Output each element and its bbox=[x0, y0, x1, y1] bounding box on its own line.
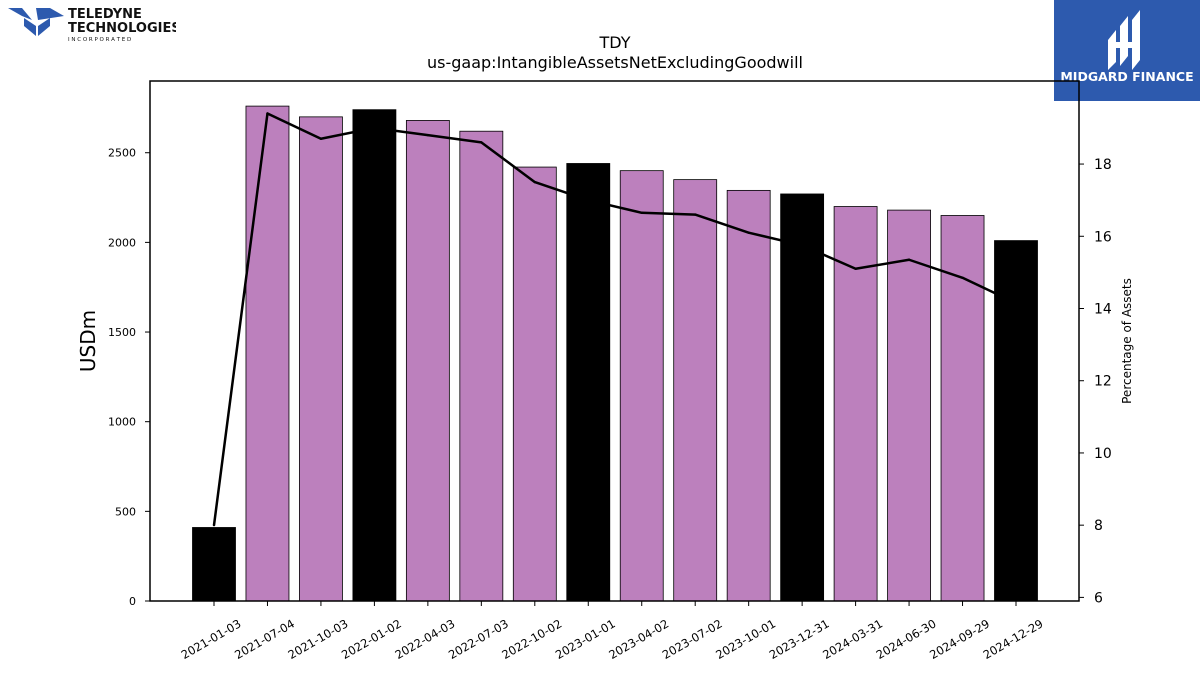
x-tick-label-2021-01-03: 2021-01-03 bbox=[179, 616, 244, 662]
line-point-2023-07-02 bbox=[694, 213, 697, 216]
line-point-2024-12-29 bbox=[1014, 301, 1018, 305]
plot-frame bbox=[149, 80, 1080, 602]
chart-subtitle: us-gaap:IntangibleAssetsNetExcludingGood… bbox=[427, 53, 803, 72]
bar-2021-01-03 bbox=[192, 527, 236, 602]
bar-2022-01-02 bbox=[352, 109, 397, 602]
x-tick-label-2022-10-02: 2022-10-02 bbox=[499, 616, 564, 662]
logo-line3: I N C O R P O R A T E D bbox=[68, 37, 131, 43]
line-point-2022-07-03 bbox=[480, 141, 483, 144]
left-axis: 0 500 1000 1500 2000 2500 bbox=[108, 147, 150, 608]
line-point-2024-06-30 bbox=[907, 258, 911, 261]
bars-group bbox=[192, 105, 1038, 602]
line-layer bbox=[212, 112, 1018, 527]
bar-2022-04-03 bbox=[405, 120, 450, 602]
line-point-2022-10-02 bbox=[533, 180, 536, 184]
bar-2024-06-30 bbox=[887, 209, 931, 602]
x-tick-label-2023-01-01: 2023-01-01 bbox=[553, 616, 618, 662]
y-tick-label-0: 0 bbox=[129, 595, 136, 608]
line-point-2021-10-03 bbox=[319, 137, 323, 140]
teledyne-logo-mark: TELEDYNE TECHNOLOGIES I N C O R P O R A … bbox=[8, 7, 181, 43]
x-tick-label-2023-04-02: 2023-04-02 bbox=[606, 616, 671, 662]
y-tick-label-2500: 2500 bbox=[108, 147, 136, 160]
x-tick-label-2023-07-02: 2023-07-02 bbox=[660, 616, 725, 662]
bar-2024-03-31 bbox=[833, 206, 878, 602]
line-point-2023-10-01 bbox=[747, 231, 750, 234]
teledyne-logo: TELEDYNE TECHNOLOGIES I N C O R P O R A … bbox=[6, 4, 181, 44]
line-point-2022-01-02 bbox=[373, 126, 376, 130]
y-tick-label-2000: 2000 bbox=[108, 236, 136, 249]
x-tick-label-2022-07-03: 2022-07-03 bbox=[446, 616, 511, 662]
y2-tick-label-16: 16 bbox=[1094, 229, 1112, 245]
x-tick-label-2023-12-31: 2023-12-31 bbox=[767, 616, 832, 662]
y2-tick-label-10: 10 bbox=[1094, 446, 1112, 462]
y2-tick-label-14: 14 bbox=[1094, 302, 1112, 318]
line-point-2024-09-29 bbox=[961, 276, 964, 280]
logo-line2: TECHNOLOGIES bbox=[68, 21, 176, 36]
y2-tick-label-8: 8 bbox=[1094, 518, 1103, 534]
chart-title: TDY bbox=[599, 33, 631, 52]
x-axis: 2021-01-032021-07-042021-10-032022-01-02… bbox=[179, 601, 1046, 662]
bar-2021-07-04 bbox=[245, 105, 290, 602]
bar-2022-10-02 bbox=[512, 166, 557, 602]
x-tick-label-2024-09-29: 2024-09-29 bbox=[927, 616, 992, 662]
logo-line1: TELEDYNE bbox=[68, 7, 142, 22]
bar-2023-12-31 bbox=[780, 193, 825, 602]
bar-2023-07-02 bbox=[673, 179, 718, 602]
percentage-line bbox=[212, 112, 1017, 526]
y2-axis-label: Percentage of Assets bbox=[1120, 278, 1134, 404]
line-point-2023-12-31 bbox=[800, 244, 804, 247]
y2-tick-label-12: 12 bbox=[1094, 374, 1112, 390]
line-point-2023-04-02 bbox=[640, 211, 643, 215]
y2-tick-label-18: 18 bbox=[1094, 157, 1112, 173]
y-tick-label-1500: 1500 bbox=[108, 326, 136, 339]
line-point-2021-07-04 bbox=[266, 112, 269, 115]
bar-2022-07-03 bbox=[459, 130, 504, 602]
x-tick-label-2024-06-30: 2024-06-30 bbox=[874, 616, 939, 662]
bar-2023-10-01 bbox=[726, 189, 771, 602]
x-tick-label-2023-10-01: 2023-10-01 bbox=[713, 616, 778, 662]
bar-2024-12-29 bbox=[994, 240, 1038, 602]
x-tick-label-2024-12-29: 2024-12-29 bbox=[981, 616, 1046, 662]
x-tick-label-2024-03-31: 2024-03-31 bbox=[820, 616, 885, 662]
bar-2023-04-02 bbox=[619, 170, 664, 602]
y2-tick-label-6: 6 bbox=[1094, 590, 1103, 606]
y-axis-label: USDm bbox=[76, 310, 100, 372]
right-axis: 6 8 10 12 14 16 18 bbox=[1079, 157, 1112, 606]
y-tick-label-1000: 1000 bbox=[108, 416, 136, 429]
x-tick-label-2022-01-02: 2022-01-02 bbox=[339, 616, 404, 662]
midgard-logo-mark: MIDGARD FINANCE bbox=[1060, 10, 1194, 84]
bar-2021-10-03 bbox=[299, 116, 343, 602]
line-point-2021-01-03 bbox=[212, 523, 216, 527]
bar-2023-01-01 bbox=[566, 163, 611, 602]
midgard-logo-text: MIDGARD FINANCE bbox=[1060, 69, 1193, 84]
line-point-2022-04-03 bbox=[426, 133, 430, 137]
line-point-2024-03-31 bbox=[854, 267, 857, 270]
y-tick-label-500: 500 bbox=[115, 505, 136, 518]
line-point-2023-01-01 bbox=[587, 198, 590, 202]
bar-2024-09-29 bbox=[940, 215, 985, 602]
x-tick-label-2021-10-03: 2021-10-03 bbox=[286, 616, 351, 662]
x-tick-label-2022-04-03: 2022-04-03 bbox=[392, 616, 457, 662]
x-tick-label-2021-07-04: 2021-07-04 bbox=[232, 616, 297, 662]
